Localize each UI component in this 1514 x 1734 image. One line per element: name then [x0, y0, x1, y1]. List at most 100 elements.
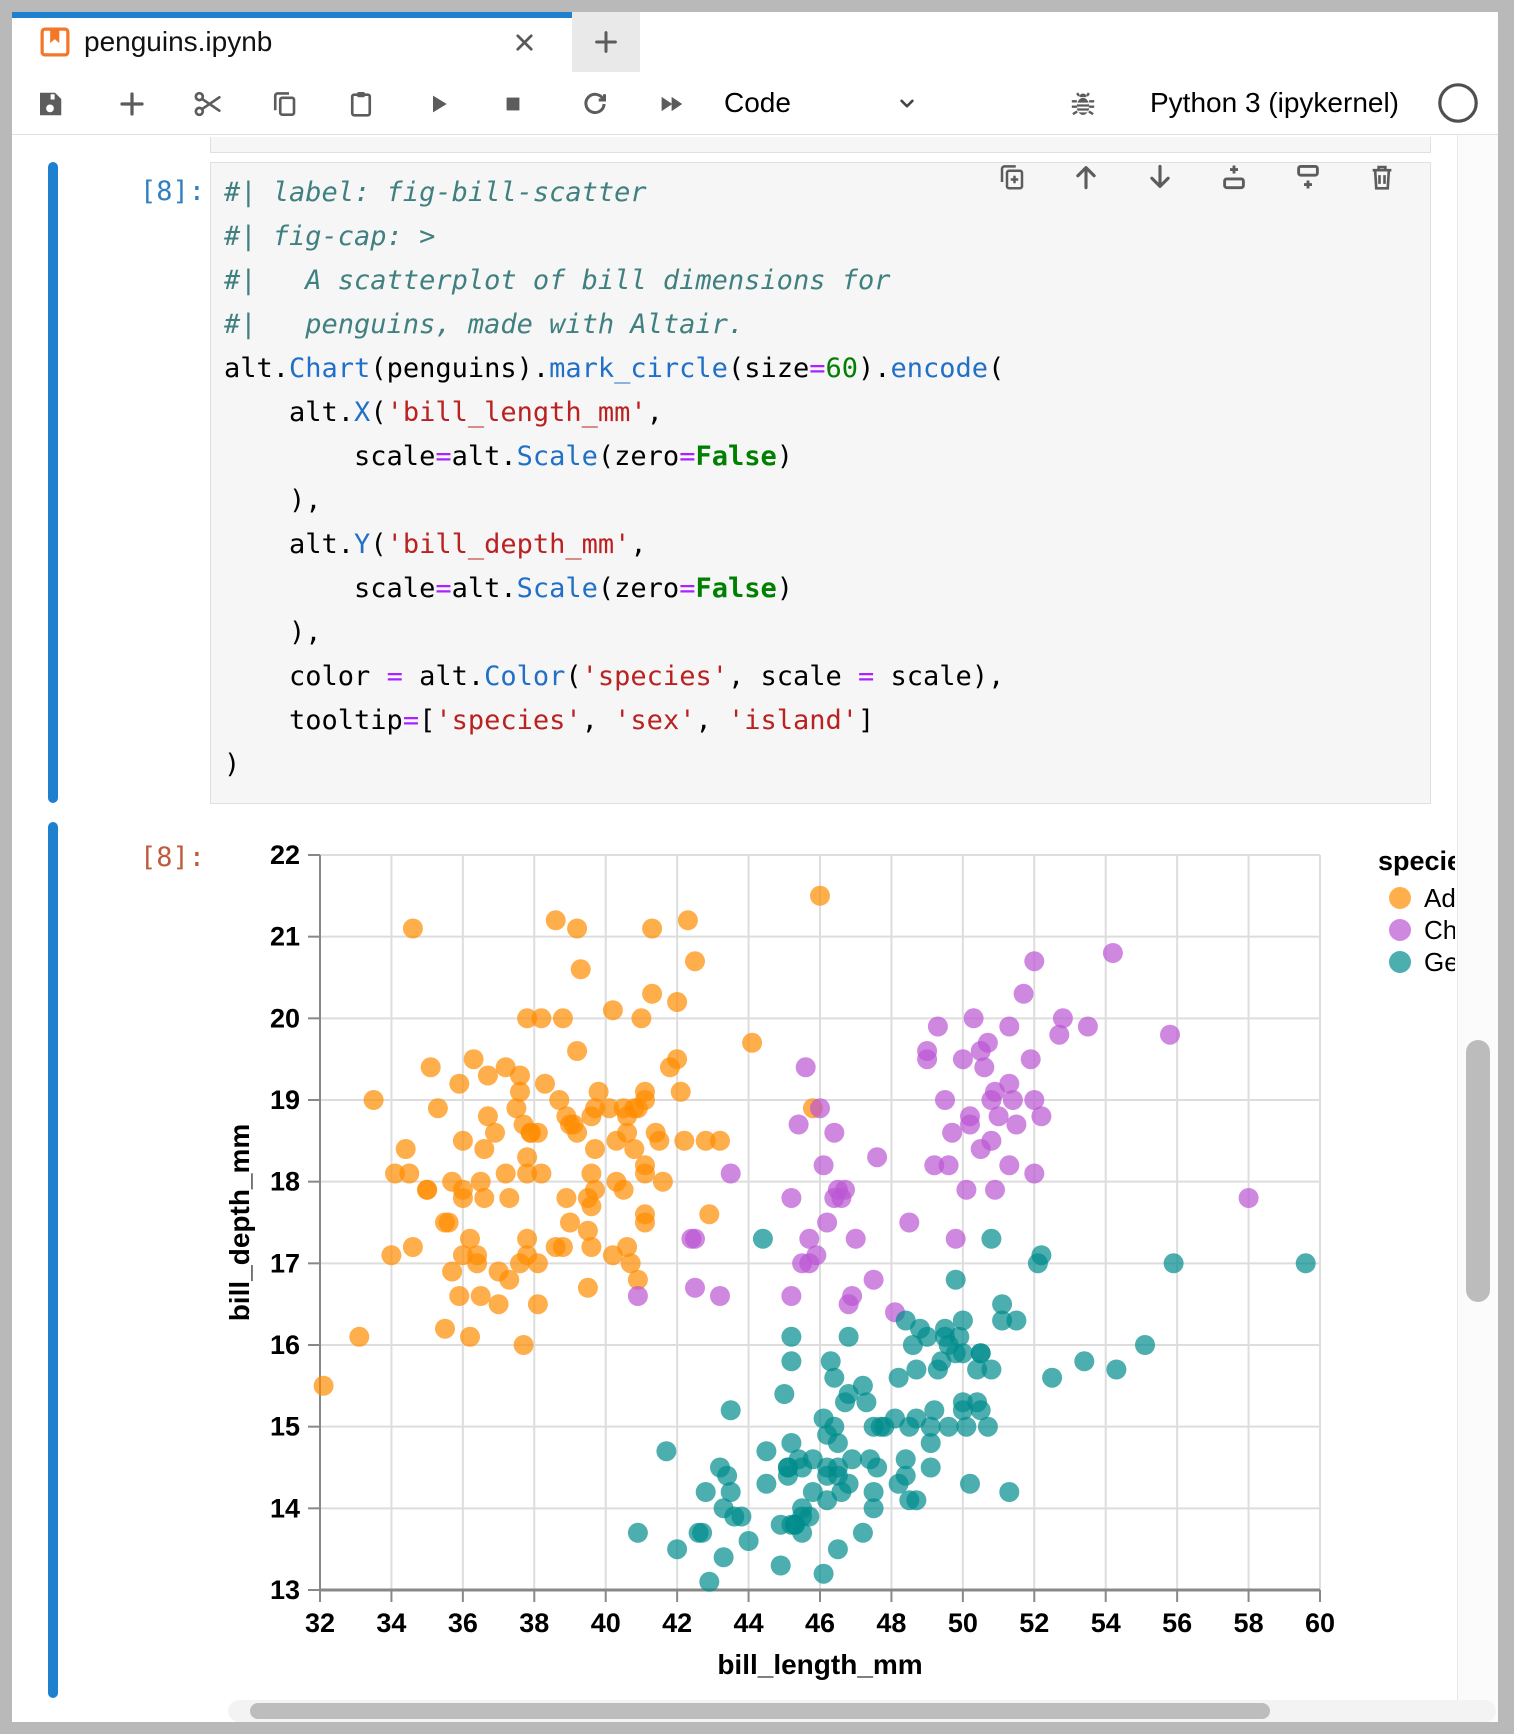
insert-cell-below-button[interactable] — [1289, 158, 1327, 196]
code-area: #| label: fig-bill-scatter #| fig-cap: > #… — [211, 163, 1430, 787]
x-tick-label: 34 — [376, 1608, 406, 1638]
cut-cells-button[interactable] — [188, 84, 228, 124]
insert-cell-button[interactable] — [112, 84, 152, 124]
delete-cell-button[interactable] — [1363, 158, 1401, 196]
scatter-point-gentoo — [981, 1228, 1002, 1249]
scatter-point-chinstrap — [935, 1090, 955, 1110]
scatter-point-adelie — [695, 1130, 716, 1151]
code-cell-collapser[interactable] — [48, 162, 58, 803]
scatter-point-adelie — [585, 1179, 605, 1200]
scatter-point-gentoo — [667, 1539, 688, 1560]
restart-run-all-button[interactable] — [651, 84, 691, 124]
scatter-point-chinstrap — [963, 1008, 984, 1029]
scatter-point-adelie — [588, 1081, 609, 1102]
legend-symbol — [1389, 951, 1411, 973]
scatter-point-chinstrap — [985, 1179, 1005, 1200]
legend-symbol — [1389, 887, 1411, 909]
scatter-point-chinstrap — [810, 1098, 830, 1119]
tab-close-button[interactable] — [511, 29, 538, 56]
scatter-point-chinstrap — [1160, 1024, 1180, 1045]
scatter-point-gentoo — [792, 1457, 813, 1478]
scatter-point-gentoo — [977, 1416, 998, 1437]
scatter-point-gentoo — [1042, 1367, 1063, 1388]
scatter-point-gentoo — [774, 1384, 795, 1404]
code-line: ), — [224, 485, 322, 516]
x-tick-label: 60 — [1305, 1608, 1335, 1638]
restart-icon — [584, 92, 606, 114]
new-tab-button[interactable] — [572, 12, 640, 72]
scatter-point-chinstrap — [981, 1090, 1002, 1110]
scatter-point-adelie — [463, 1049, 484, 1070]
scatter-point-gentoo — [938, 1416, 959, 1437]
scatter-point-gentoo — [817, 1490, 838, 1511]
copy-cells-button[interactable] — [264, 84, 304, 124]
restart-kernel-button[interactable] — [575, 84, 615, 124]
move-cell-up-button[interactable] — [1067, 158, 1105, 196]
scatter-point-chinstrap — [1006, 1114, 1027, 1135]
scatter-point-adelie — [685, 951, 705, 972]
code-editor[interactable]: #| label: fig-bill-scatter #| fig-cap: > #… — [210, 162, 1431, 804]
run-cell-button[interactable] — [418, 84, 458, 124]
scatter-point-adelie — [506, 1098, 527, 1119]
scatter-point-gentoo — [852, 1375, 873, 1396]
scatter-point-chinstrap — [1031, 1106, 1052, 1127]
vertical-scrollbar-thumb[interactable] — [1466, 1040, 1490, 1302]
scatter-point-adelie — [402, 1237, 423, 1257]
insert-cell-above-button[interactable] — [1215, 158, 1253, 196]
scatter-point-adelie — [477, 1065, 498, 1086]
scatter-point-gentoo — [1006, 1310, 1027, 1331]
scatter-point-adelie — [742, 1032, 763, 1053]
scatter-point-adelie — [810, 885, 830, 906]
scatter-point-chinstrap — [960, 1114, 980, 1135]
debugger-button[interactable] — [1062, 84, 1104, 124]
scatter-point-adelie — [438, 1212, 459, 1233]
vertical-scrollbar[interactable] — [1457, 135, 1498, 1722]
kernel-name[interactable]: Python 3 (ipykernel) — [1150, 87, 1400, 118]
scatter-point-chinstrap — [956, 1179, 977, 1200]
y-tick-label: 16 — [270, 1330, 300, 1360]
scatter-point-adelie — [363, 1090, 384, 1110]
scatter-point-adelie — [449, 1286, 470, 1306]
scatter-point-gentoo — [817, 1465, 838, 1486]
y-tick-label: 15 — [270, 1412, 300, 1442]
scatter-point-gentoo — [713, 1547, 734, 1568]
scatter-point-adelie — [667, 992, 688, 1012]
scatter-point-adelie — [517, 1008, 538, 1029]
horizontal-scrollbar-thumb[interactable] — [250, 1703, 1270, 1719]
scatter-point-gentoo — [781, 1351, 802, 1372]
scatter-point-adelie — [624, 1139, 645, 1159]
scatter-point-chinstrap — [999, 1155, 1020, 1176]
duplicate-cell-button[interactable] — [993, 158, 1031, 196]
insert-below-icon — [1297, 164, 1319, 189]
y-tick-label: 22 — [270, 840, 300, 870]
scatter-point-gentoo — [627, 1522, 648, 1543]
paste-cells-button[interactable] — [341, 84, 381, 124]
scatter-point-chinstrap — [799, 1253, 820, 1274]
code-line: #| fig-cap: > — [224, 221, 436, 252]
arrow-down-icon — [1150, 164, 1170, 188]
scatter-point-adelie — [556, 1188, 577, 1208]
scatter-point-adelie — [452, 1245, 473, 1266]
output-prompt: [8]: — [139, 842, 205, 873]
save-button[interactable] — [30, 84, 70, 124]
scatter-point-adelie — [442, 1261, 463, 1282]
scatter-point-adelie — [402, 918, 423, 939]
interrupt-kernel-button[interactable] — [493, 84, 533, 124]
scatter-point-chinstrap — [977, 1032, 998, 1053]
scatter-point-adelie — [517, 1163, 538, 1184]
scatter-point-adelie — [699, 1204, 720, 1225]
scatter-point-gentoo — [717, 1465, 738, 1486]
scatter-point-chinstrap — [795, 1057, 816, 1078]
scatter-point-adelie — [606, 1130, 627, 1151]
scatter-point-adelie — [627, 1269, 648, 1290]
x-tick-label: 32 — [305, 1608, 335, 1638]
cell-type-dropdown[interactable]: Code — [698, 78, 938, 128]
move-cell-down-button[interactable] — [1141, 158, 1179, 196]
scatter-point-gentoo — [838, 1326, 859, 1347]
scatter-point-gentoo — [920, 1433, 941, 1453]
notebook-icon — [40, 27, 70, 57]
scatter-point-adelie — [635, 1163, 655, 1184]
scatter-point-chinstrap — [710, 1286, 730, 1306]
output-cell-collapser[interactable] — [48, 822, 58, 1698]
tab-penguins-notebook[interactable]: penguins.ipynb — [12, 12, 572, 72]
